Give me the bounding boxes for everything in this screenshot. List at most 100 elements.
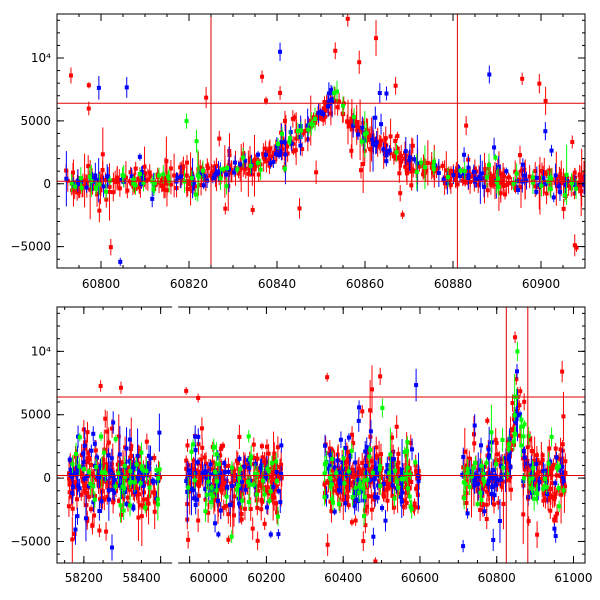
data-point — [218, 176, 223, 181]
data-point — [495, 452, 500, 457]
data-point — [135, 453, 140, 458]
data-point — [345, 457, 350, 462]
data-point — [204, 95, 209, 100]
data-point — [500, 437, 505, 442]
data-point — [104, 529, 109, 534]
data-point — [472, 483, 477, 488]
data-point — [404, 171, 409, 176]
data-point — [208, 492, 213, 497]
data-point — [137, 492, 142, 497]
data-point — [561, 206, 566, 211]
data-point — [562, 484, 567, 489]
data-point — [350, 480, 355, 485]
data-point — [557, 174, 562, 179]
data-point — [330, 500, 335, 505]
data-point — [534, 461, 539, 466]
data-point — [240, 485, 245, 490]
data-point — [107, 178, 112, 183]
data-point — [191, 471, 196, 476]
data-point — [316, 111, 321, 116]
data-point — [119, 472, 124, 477]
data-point — [206, 166, 211, 171]
data-point — [276, 532, 281, 537]
data-point — [570, 181, 575, 186]
data-point — [273, 487, 278, 492]
data-point — [161, 172, 166, 177]
data-point — [392, 496, 397, 501]
data-point — [325, 542, 330, 547]
data-point — [115, 483, 120, 488]
data-point — [532, 496, 537, 501]
data-point — [230, 484, 235, 489]
data-point — [409, 506, 414, 511]
data-point — [303, 128, 308, 133]
data-point — [115, 468, 120, 473]
data-point — [540, 457, 545, 462]
data-point — [541, 176, 546, 181]
data-point — [429, 161, 434, 166]
data-point — [472, 423, 477, 428]
data-point — [104, 462, 109, 467]
data-point — [308, 118, 313, 123]
data-point — [362, 514, 367, 519]
data-point — [127, 487, 132, 492]
data-point — [554, 465, 559, 470]
data-point — [533, 184, 538, 189]
series-green — [70, 341, 566, 544]
data-point — [490, 495, 495, 500]
data-point — [278, 49, 283, 54]
data-point — [248, 457, 253, 462]
data-point — [332, 91, 337, 96]
data-point — [235, 461, 240, 466]
data-point — [371, 477, 376, 482]
data-point — [445, 180, 450, 185]
data-point — [141, 180, 146, 185]
data-point — [232, 170, 237, 175]
data-point — [82, 178, 87, 183]
data-point — [267, 475, 272, 480]
data-point — [556, 184, 561, 189]
data-point — [152, 491, 157, 496]
data-point — [545, 468, 550, 473]
data-point — [465, 511, 470, 516]
data-point — [86, 106, 91, 111]
data-point — [479, 497, 484, 502]
data-point — [88, 481, 93, 486]
series-blue — [64, 42, 585, 266]
data-point — [544, 181, 549, 186]
data-point — [142, 490, 147, 495]
data-point — [113, 484, 118, 489]
data-point — [508, 487, 513, 492]
data-point — [155, 497, 160, 502]
data-point — [359, 139, 364, 144]
data-point — [82, 476, 87, 481]
data-point — [83, 484, 88, 489]
data-point — [542, 491, 547, 496]
data-point — [348, 454, 353, 459]
data-point — [487, 72, 492, 77]
data-point — [345, 494, 350, 499]
data-point — [73, 454, 78, 459]
data-point — [398, 474, 403, 479]
data-point — [346, 475, 351, 480]
data-point — [357, 490, 362, 495]
data-point — [367, 469, 372, 474]
data-point — [561, 488, 566, 493]
data-point — [564, 172, 569, 177]
data-point — [539, 169, 544, 174]
data-point — [89, 507, 94, 512]
data-point — [95, 192, 100, 197]
data-point — [528, 437, 533, 442]
data-point — [373, 494, 378, 499]
data-point — [368, 408, 373, 413]
data-point — [221, 167, 226, 172]
data-point — [222, 480, 227, 485]
data-point — [348, 483, 353, 488]
data-point — [237, 476, 242, 481]
data-point — [192, 496, 197, 501]
data-point — [476, 474, 481, 479]
data-point — [116, 498, 121, 503]
data-point — [76, 187, 81, 192]
data-point — [71, 484, 76, 489]
data-point — [125, 188, 130, 193]
